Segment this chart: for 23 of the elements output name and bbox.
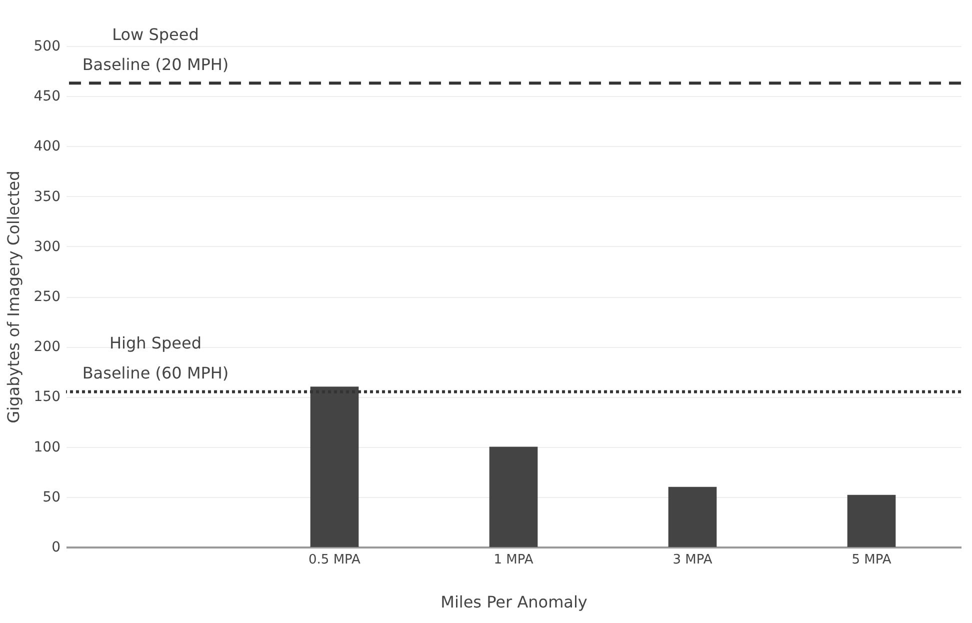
y-tick-label: 300 xyxy=(34,238,60,255)
ref-line-label: Low Speed Baseline (20 MPH) xyxy=(82,25,229,74)
y-axis-title: Gigabytes of Imagery Collected xyxy=(4,170,23,424)
bar xyxy=(310,386,359,547)
x-tick-label: 0.5 MPA xyxy=(308,552,361,568)
x-tick-label: 1 MPA xyxy=(494,552,534,568)
y-tick-label: 350 xyxy=(34,188,60,205)
bar xyxy=(847,494,896,547)
x-tick-label: 3 MPA xyxy=(672,552,712,568)
y-tick-label: 500 xyxy=(34,38,60,54)
x-axis-title: Miles Per Anomaly xyxy=(440,592,588,612)
x-tick-label: 5 MPA xyxy=(852,552,892,568)
y-tick-label: 50 xyxy=(42,489,60,506)
y-tick-label: 250 xyxy=(34,289,60,305)
y-tick-label: 150 xyxy=(34,389,60,406)
bar xyxy=(489,446,538,547)
bar xyxy=(668,486,717,547)
ref-line-label: High Speed Baseline (60 MPH) xyxy=(82,334,229,383)
y-tick-label: 450 xyxy=(34,88,60,105)
y-tick-label: 400 xyxy=(34,138,60,155)
y-tick-label: 100 xyxy=(34,439,60,456)
y-tick-label: 0 xyxy=(52,540,60,556)
y-tick-label: 200 xyxy=(34,339,60,356)
